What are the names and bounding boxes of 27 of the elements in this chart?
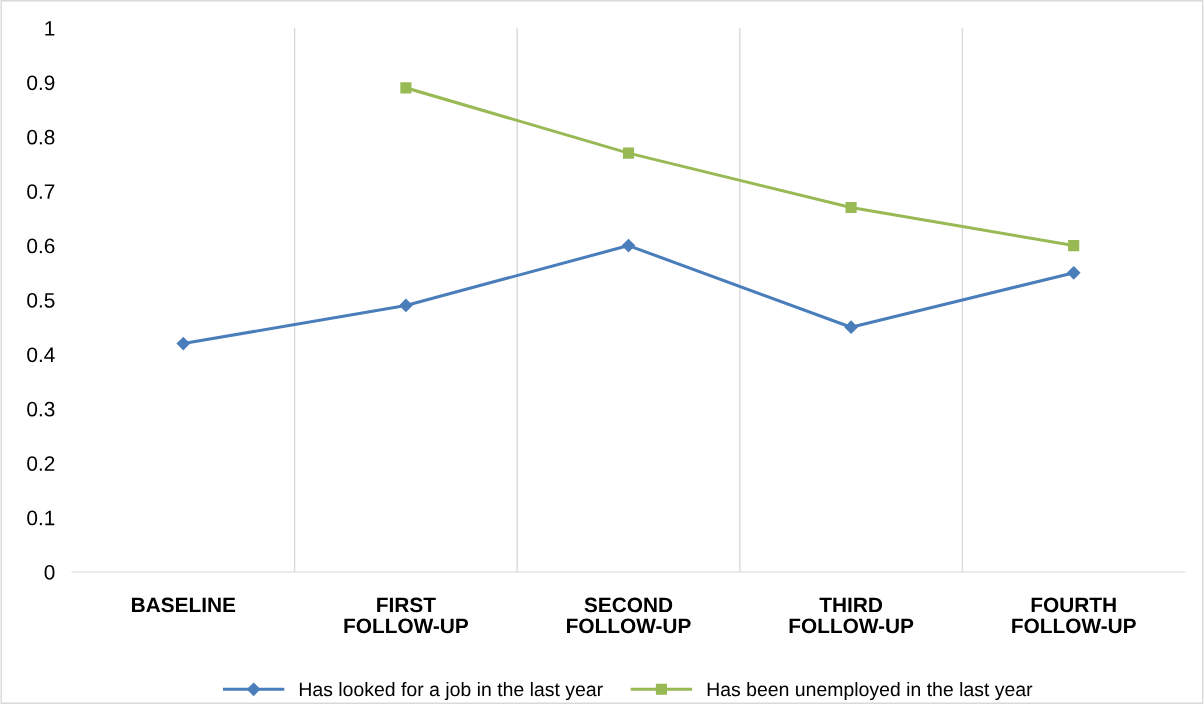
x-tick-label: BASELINE bbox=[132, 597, 236, 613]
y-tick-label: 0.8 bbox=[27, 129, 55, 145]
point bbox=[844, 320, 858, 334]
point bbox=[400, 82, 412, 94]
y-tick-label: 0.5 bbox=[27, 293, 55, 308]
y-tick-label: 0.6 bbox=[27, 238, 55, 254]
y-tick-label: 0.4 bbox=[27, 347, 55, 363]
y-tick-label: 0.3 bbox=[27, 401, 55, 417]
x-tick-label: SECOND FOLLOW-UP bbox=[567, 597, 691, 634]
x-tick-label: FIRST FOLLOW-UP bbox=[344, 597, 469, 634]
point bbox=[1068, 240, 1080, 252]
legend-label: Has looked for a job in the last year bbox=[299, 681, 603, 701]
y-tick-label: 0.7 bbox=[27, 184, 55, 199]
point bbox=[399, 298, 413, 313]
point bbox=[622, 147, 635, 159]
y-tick-label: 0.9 bbox=[27, 75, 55, 91]
x-tick-label: FOURTH FOLLOW-UP bbox=[1012, 597, 1136, 634]
point bbox=[176, 336, 190, 351]
y-tick-label: 0.2 bbox=[27, 456, 55, 471]
point bbox=[621, 239, 636, 253]
y-tick-label: 0 bbox=[44, 565, 55, 580]
y-tick-label: 0.1 bbox=[27, 510, 55, 526]
y-tick-label: 1 bbox=[45, 21, 55, 36]
x-tick-label: THIRD FOLLOW-UP bbox=[789, 597, 914, 634]
point bbox=[1067, 266, 1081, 280]
point bbox=[845, 201, 857, 214]
legend-label: Has been unemployed in the last year bbox=[707, 681, 1033, 701]
